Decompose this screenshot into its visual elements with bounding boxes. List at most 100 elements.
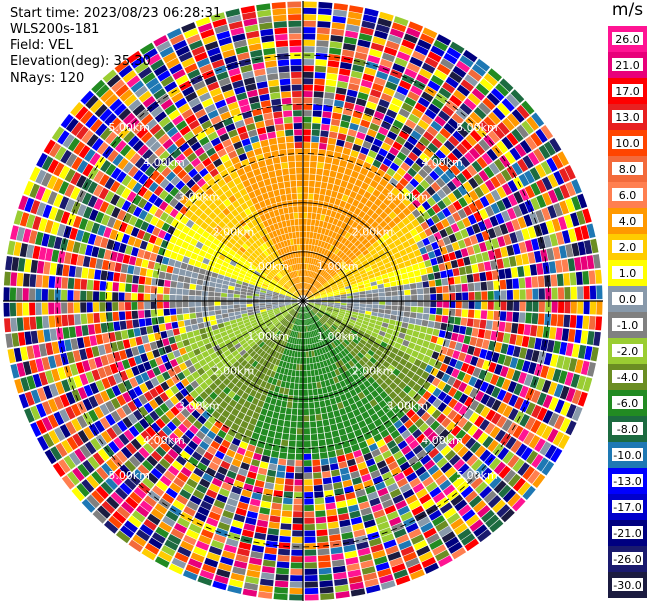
ray-gate [315,302,321,305]
ray-gate [164,315,171,323]
ray-gate [385,182,395,192]
ray-gate [504,268,512,279]
ray-gate [507,493,521,507]
ray-gate [434,115,447,127]
ray-gate [426,125,439,137]
ray-gate [503,469,516,484]
ray-gate [365,525,378,535]
ray-gate [492,499,506,513]
ray-gate [285,335,290,342]
ray-gate [471,223,481,234]
ray-gate [406,409,416,419]
ray-gate [50,446,63,461]
ray-gate [320,130,329,138]
ray-gate [314,314,320,320]
ray-gate [298,312,301,319]
ray-gate [338,513,350,521]
ray-gate [325,330,331,337]
ray-gate [278,294,285,298]
ray-gate [436,457,448,469]
ray-gate [465,437,477,450]
ray-gate [375,369,384,377]
ray-gate [389,177,399,187]
ray-gate [321,208,327,215]
ray-gate [56,263,64,276]
ray-gate [297,312,300,319]
ray-gate [380,382,389,391]
ray-gate [327,66,339,74]
ray-gate [137,344,146,355]
ray-gate [74,278,81,290]
ray-gate [134,355,143,365]
ray-gate [258,357,265,365]
ray-gate [317,275,323,282]
ray-gate [47,355,57,369]
ray-gate [331,231,337,239]
ray-gate [324,366,331,373]
ray-gate [83,426,95,440]
ray-gate [320,292,327,296]
ray-gate [193,420,203,430]
ray-gate [291,301,298,303]
ray-gate [363,572,378,582]
ray-gate [471,263,479,274]
ray-gate [151,532,166,544]
ray-gate [281,318,287,325]
ray-gate [41,357,51,371]
ray-gate [372,297,379,301]
ray-gate [240,406,249,415]
ray-gate [484,471,498,485]
ray-gate [240,294,247,299]
ray-gate [429,170,440,181]
ray-gate [586,331,595,346]
ray-gate [329,357,335,365]
ray-gate [196,279,204,286]
ray-gate [254,532,267,540]
ray-gate [305,289,308,296]
ray-gate [383,87,395,97]
ray-gate [178,231,187,241]
ray-gate [313,363,318,370]
ray-gate [371,83,384,93]
ray-gate [220,424,230,434]
ray-gate [413,249,422,257]
ray-gate [303,238,306,245]
ray-gate [311,142,319,149]
ray-gate [501,183,513,196]
ray-gate [442,157,454,168]
ray-gate [568,358,578,372]
ray-gate [347,196,355,205]
ray-gate [485,350,494,361]
ray-gate [112,219,122,231]
ray-gate [319,452,328,459]
ray-gate [333,275,340,281]
ray-gate [479,183,490,195]
ray-gate [375,275,383,281]
ray-gate [410,364,419,373]
ray-gate [565,198,576,213]
ray-gate [531,404,542,419]
ray-gate [408,439,420,450]
ray-gate [298,325,301,332]
ray-gate [30,422,42,437]
ray-gate [113,272,121,282]
ray-gate [271,357,278,365]
ray-gate [307,304,313,309]
ray-gate [144,301,151,310]
ray-gate [105,477,118,491]
ray-gate [382,233,390,241]
ray-gate [93,184,104,197]
ray-gate [143,250,152,260]
ray-gate [111,423,123,436]
ray-gate [297,332,300,339]
ray-gate [362,345,370,353]
ray-gate [180,540,194,552]
ray-gate [378,148,388,157]
ray-gate [310,219,316,226]
ray-gate [130,227,140,238]
ray-gate [432,544,447,556]
ray-gate [327,372,333,379]
ray-gate [259,296,266,300]
ray-gate [208,310,216,316]
ray-gate [511,109,525,123]
